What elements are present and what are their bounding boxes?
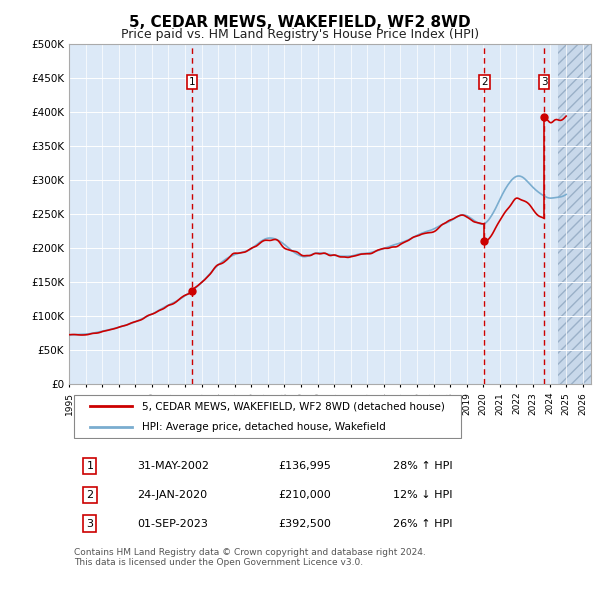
Text: Contains HM Land Registry data © Crown copyright and database right 2024.
This d: Contains HM Land Registry data © Crown c… xyxy=(74,548,426,567)
Text: 1: 1 xyxy=(188,77,195,87)
Text: 2: 2 xyxy=(86,490,94,500)
Text: £136,995: £136,995 xyxy=(278,461,331,471)
Text: 3: 3 xyxy=(86,519,94,529)
Text: 5, CEDAR MEWS, WAKEFIELD, WF2 8WD: 5, CEDAR MEWS, WAKEFIELD, WF2 8WD xyxy=(129,15,471,30)
Text: £392,500: £392,500 xyxy=(278,519,331,529)
Text: 28% ↑ HPI: 28% ↑ HPI xyxy=(392,461,452,471)
Text: 3: 3 xyxy=(541,77,547,87)
Text: 24-JAN-2020: 24-JAN-2020 xyxy=(137,490,207,500)
Text: 1: 1 xyxy=(86,461,94,471)
Text: 5, CEDAR MEWS, WAKEFIELD, WF2 8WD (detached house): 5, CEDAR MEWS, WAKEFIELD, WF2 8WD (detac… xyxy=(142,401,445,411)
FancyBboxPatch shape xyxy=(74,395,461,438)
Text: 2: 2 xyxy=(481,77,488,87)
Text: HPI: Average price, detached house, Wakefield: HPI: Average price, detached house, Wake… xyxy=(142,422,386,432)
Text: 12% ↓ HPI: 12% ↓ HPI xyxy=(392,490,452,500)
Text: 26% ↑ HPI: 26% ↑ HPI xyxy=(392,519,452,529)
Text: £210,000: £210,000 xyxy=(278,490,331,500)
Text: Price paid vs. HM Land Registry's House Price Index (HPI): Price paid vs. HM Land Registry's House … xyxy=(121,28,479,41)
Text: 01-SEP-2023: 01-SEP-2023 xyxy=(137,519,208,529)
Text: 31-MAY-2002: 31-MAY-2002 xyxy=(137,461,209,471)
Bar xyxy=(558,44,591,384)
